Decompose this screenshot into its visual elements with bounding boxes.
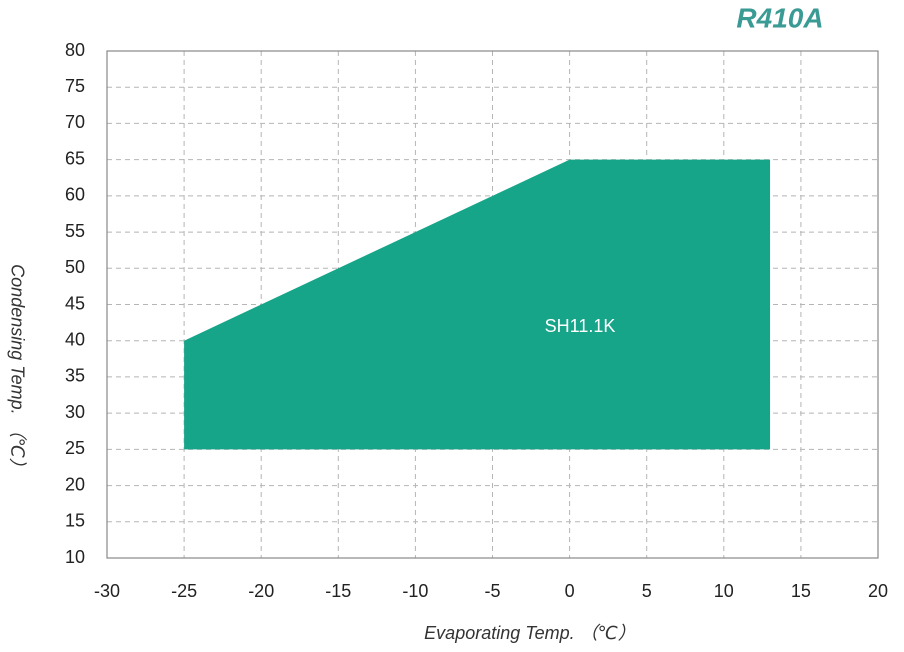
y-tick-label: 25 (65, 438, 85, 458)
y-tick-label: 75 (65, 76, 85, 96)
x-tick-label: 0 (565, 581, 575, 601)
y-tick-label: 45 (65, 293, 85, 313)
plot: SH11.1K (184, 159, 771, 450)
y-tick-label: 30 (65, 402, 85, 422)
y-tick-label: 10 (65, 547, 85, 567)
x-tick-label: 10 (714, 581, 734, 601)
x-tick-label: 15 (791, 581, 811, 601)
x-tick-label: -20 (248, 581, 274, 601)
plot-frame (106, 50, 879, 559)
y-tick-label: 15 (65, 511, 85, 531)
y-tick-label: 60 (65, 185, 85, 205)
x-tick-label: -25 (171, 581, 197, 601)
y-tick-label: 55 (65, 221, 85, 241)
area-label: SH11.1K (545, 316, 616, 336)
x-tick-label: 20 (868, 581, 888, 601)
y-axis-label: Condensing Temp. （℃） (7, 264, 27, 476)
chart-title: R410A (736, 2, 823, 33)
y-tick-label: 80 (65, 40, 85, 60)
x-tick-label: -15 (325, 581, 351, 601)
y-tick-label: 50 (65, 257, 85, 277)
x-tick-label: 5 (642, 581, 652, 601)
x-tick-label: -5 (484, 581, 500, 601)
envelope-area (184, 159, 771, 450)
y-tick-label: 65 (65, 148, 85, 168)
x-axis-label: Evaporating Temp. （℃） (424, 623, 636, 643)
x-tick-label: -30 (94, 581, 120, 601)
y-tick-label: 20 (65, 474, 85, 494)
x-tick-label: -10 (402, 581, 428, 601)
y-tick-label: 35 (65, 366, 85, 386)
y-tick-label: 40 (65, 329, 85, 349)
y-tick-label: 70 (65, 112, 85, 132)
